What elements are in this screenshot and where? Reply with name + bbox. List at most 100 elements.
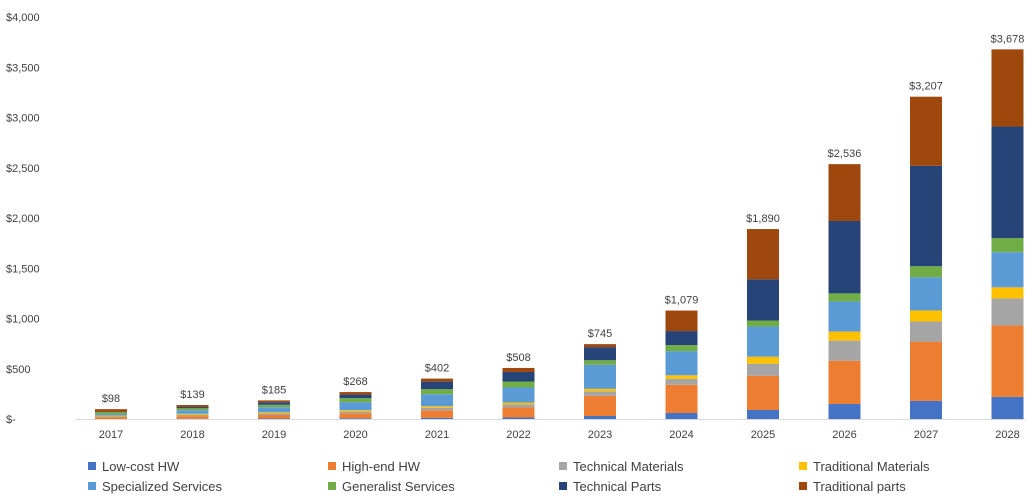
total-data-label: $185 <box>262 384 286 396</box>
bar-segment <box>828 360 861 404</box>
y-tick-label: $2,500 <box>6 163 40 175</box>
legend-swatch <box>559 482 567 490</box>
x-axis-ticks: 2017 2018 2019 2020 2021 2022 2023 2024 2025 2026… <box>99 429 1020 441</box>
bar-segment <box>339 398 372 403</box>
total-data-label: $1,079 <box>665 295 699 307</box>
bar-segment <box>665 412 698 419</box>
bar-segment <box>502 417 535 419</box>
x-tick-label: 2025 <box>751 429 775 441</box>
total-data-label: $98 <box>102 393 120 405</box>
legend-item: Traditional parts <box>799 478 1018 494</box>
bar-segment <box>665 310 698 332</box>
total-labels: $98 $139 $185 $268 $402 $508 $745 $1,079 $1,890 $… <box>102 33 1025 405</box>
bar-segment <box>421 417 453 419</box>
total-data-label: $3,678 <box>991 33 1025 45</box>
bar-segment <box>502 404 535 408</box>
x-tick-label: 2019 <box>262 429 286 441</box>
x-tick-label: 2024 <box>669 429 693 441</box>
bar-segment <box>176 410 209 414</box>
bar-segment <box>828 331 861 341</box>
bar-segment <box>502 407 535 418</box>
total-data-label: $402 <box>425 363 449 375</box>
legend-swatch <box>799 462 807 470</box>
bar-segment <box>502 381 535 388</box>
bar-segment <box>339 392 372 395</box>
total-data-label: $508 <box>506 352 530 364</box>
bar-segment <box>828 221 861 294</box>
bar-segment <box>910 266 942 278</box>
bar-segment <box>665 331 698 346</box>
bar-segment <box>502 367 535 372</box>
total-data-label: $1,890 <box>746 213 780 225</box>
total-data-label: $745 <box>588 328 612 340</box>
legend-label: Technical Parts <box>573 478 662 494</box>
legend: Low-cost HW High-end HW Technical Material… <box>88 458 1018 494</box>
bar-segment <box>828 293 861 302</box>
bar-segment <box>584 388 616 392</box>
legend-swatch <box>559 462 567 470</box>
bar-segment <box>95 416 127 418</box>
y-tick-label: $500 <box>6 364 30 376</box>
bar-segment <box>339 418 372 419</box>
bar-segment <box>176 414 209 417</box>
total-data-label: $2,536 <box>828 148 862 160</box>
bar-segment <box>991 298 1024 326</box>
bar-segment <box>95 417 127 419</box>
bar-segment <box>339 413 372 419</box>
bar-segment <box>421 381 453 390</box>
y-axis-ticks: $- $500 $1,000 $1,500 $2,000 $2,500 $3,000 $3,5… <box>6 12 40 426</box>
bar-segment <box>828 340 861 361</box>
bar-segment <box>910 400 942 419</box>
bar-segment <box>747 326 779 357</box>
bar-segment <box>421 410 453 418</box>
x-tick-label: 2021 <box>425 429 449 441</box>
legend-item: Specialized Services <box>88 478 328 494</box>
bar-segment <box>421 389 453 395</box>
total-data-label: $139 <box>180 389 204 401</box>
legend-swatch <box>328 482 336 490</box>
bar-segment <box>258 402 290 405</box>
bar-segment <box>95 409 127 412</box>
legend-item: Technical Parts <box>559 478 799 494</box>
total-data-label: $3,207 <box>909 81 943 93</box>
stacked-bar-chart: $- $500 $1,000 $1,500 $2,000 $2,500 $3,000 $3,5… <box>6 12 1025 441</box>
bar-segment <box>747 320 779 327</box>
bar-segment <box>95 415 127 417</box>
bar-segment <box>95 413 127 416</box>
bar-segment <box>991 396 1024 419</box>
x-tick-label: 2018 <box>180 429 204 441</box>
bar-segment <box>991 287 1024 299</box>
bar-segment <box>176 408 209 411</box>
bar-segment <box>421 378 453 382</box>
legend-swatch <box>799 482 807 490</box>
bar-segment <box>502 371 535 382</box>
legend-label: Technical Materials <box>573 458 684 474</box>
y-tick-label: $4,000 <box>6 12 40 24</box>
bar-segment <box>176 405 209 408</box>
bar-segment <box>584 360 616 365</box>
bar-segment <box>339 394 372 399</box>
legend-label: Generalist Services <box>342 478 455 494</box>
legend-label: Specialized Services <box>102 478 222 494</box>
legend-label: Low-cost HW <box>102 458 180 474</box>
y-tick-label: $3,000 <box>6 113 40 125</box>
bar-segment <box>665 375 698 379</box>
bar-segment <box>665 384 698 413</box>
bar-segment <box>747 363 779 376</box>
y-tick-label: $1,000 <box>6 314 40 326</box>
bar-segment <box>910 96 942 166</box>
bar-segment <box>665 345 698 352</box>
x-tick-label: 2028 <box>995 429 1019 441</box>
bar-segment <box>991 126 1024 239</box>
bar-segment <box>258 414 290 419</box>
bar-segment <box>747 375 779 410</box>
bar-segment <box>584 347 616 361</box>
legend-item: Technical Materials <box>559 458 799 474</box>
bar-segment <box>421 407 453 411</box>
bars <box>95 49 1024 419</box>
bar-segment <box>991 238 1024 253</box>
bar-segment <box>502 402 535 405</box>
legend-swatch <box>88 482 96 490</box>
bar-segment <box>258 418 290 419</box>
bar-segment <box>747 356 779 364</box>
